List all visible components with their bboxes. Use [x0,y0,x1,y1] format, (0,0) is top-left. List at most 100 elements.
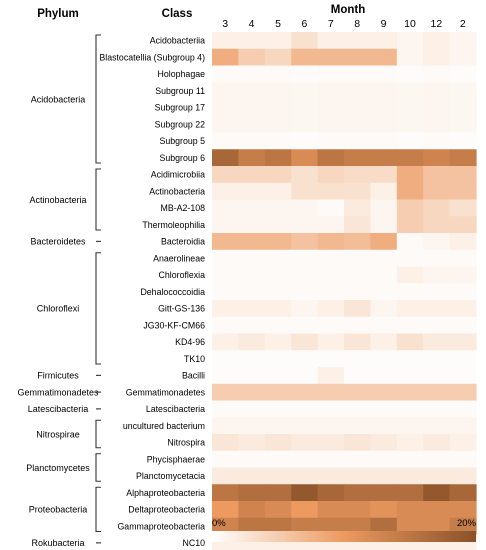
heatmap-cell [423,484,451,502]
heatmap-cell [396,316,424,335]
class-header: Class [162,8,193,20]
class-label: Subgroup 22 [155,119,205,129]
heatmap-cell [423,199,451,217]
heatmap-cell [212,283,239,301]
heatmap-cell [344,115,371,134]
class-label: Nitrospira [167,438,205,448]
heatmap-cell [291,82,319,100]
heatmap-cell [423,249,451,268]
class-label: Gammaproteobacteria [117,521,205,531]
heatmap-cell [238,283,266,301]
heatmap-cell [317,467,345,485]
heatmap-cell [238,65,266,83]
heatmap-cell [396,182,424,201]
heatmap-cell [264,182,292,201]
heatmap-cell [238,333,266,351]
heatmap-cell [238,166,266,184]
heatmap-cell [238,233,266,251]
heatmap-cell [291,484,319,502]
heatmap-cell [396,434,424,452]
heatmap-cell [396,450,424,469]
heatmap-cell [317,300,345,318]
heatmap-cell [291,182,319,201]
heatmap-cell [449,149,477,167]
heatmap-cell [212,82,239,100]
heatmap-cell [423,166,451,184]
class-label: Latescibacteria [146,404,205,414]
heatmap-cell [317,182,345,201]
heatmap-cell [238,216,266,234]
heatmap-cell [423,132,451,150]
heatmap-cell [212,216,239,234]
heatmap-cell [291,166,319,184]
heatmap-cell [291,32,319,50]
phylum-label: Bacteroidetes [30,237,86,247]
heatmap-cell [344,400,371,418]
heatmap-cell [449,283,477,301]
class-label: Holophagae [158,69,206,79]
heatmap-cell [370,266,398,284]
heatmap-cell [291,216,319,234]
heatmap-cell [370,199,398,217]
heatmap-cell [317,400,345,418]
heatmap-cell [291,367,319,385]
heatmap-cell [264,199,292,217]
heatmap-cell [370,182,398,201]
class-label: Phycisphaerae [147,454,205,464]
class-label: Planctomycetacia [136,471,205,481]
heatmap-cell [423,266,451,284]
heatmap-cell [264,283,292,301]
heatmap-cell [212,316,239,335]
heatmap-cell [449,99,477,117]
heatmap-cell [291,383,319,402]
heatmap-cell [423,283,451,301]
phylum-label: Rokubacteria [31,538,84,548]
heatmap-cell [344,48,371,67]
heatmap-cell [449,82,477,100]
phylum-label: Acidobacteria [31,94,86,104]
heatmap-cell [423,316,451,335]
heatmap-cell [396,517,424,536]
heatmap-cell [264,316,292,335]
heatmap-cell [291,316,319,335]
heatmap-cell [449,333,477,351]
heatmap-cell [291,333,319,351]
heatmap-cell [291,501,319,519]
heatmap-cell [344,249,371,268]
heatmap-cell [238,517,266,536]
month-label: 8 [354,18,360,30]
heatmap-cell [238,115,266,134]
heatmap-cell [370,400,398,418]
month-label: 5 [275,18,281,30]
heatmap-cell [291,350,319,368]
heatmap-cell [291,233,319,251]
heatmap-cell [317,199,345,217]
heatmap-cell [264,166,292,184]
heatmap-cells [212,32,477,550]
heatmap-cell [317,249,345,268]
heatmap-cell [449,65,477,83]
class-label: Blastocatellia (Subgroup 4) [99,52,205,62]
heatmap-cell [370,450,398,469]
heatmap-cell [344,517,371,536]
heatmap-cell [238,467,266,485]
heatmap-cell [291,283,319,301]
heatmap-cell [370,383,398,402]
heatmap-cell [212,249,239,268]
heatmap-cell [449,417,477,435]
heatmap-cell [370,467,398,485]
heatmap-cell [396,32,424,50]
heatmap-cell [264,417,292,435]
month-label: 2 [460,18,466,30]
heatmap-cell [396,400,424,418]
heatmap-cell [317,367,345,385]
heatmap-cell [344,367,371,385]
phylum-label: Actinobacteria [29,195,86,205]
heatmap-cell [238,132,266,150]
heatmap-cell [212,32,239,50]
heatmap-cell [212,333,239,351]
heatmap-cell [370,48,398,67]
heatmap-cell [264,350,292,368]
heatmap-cell [344,417,371,435]
heatmap-cell [238,501,266,519]
